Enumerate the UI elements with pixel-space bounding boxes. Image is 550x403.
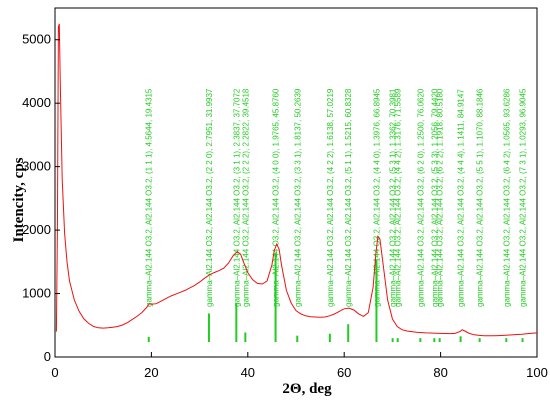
reference-peak-label: gamma–Al2.144 O3.2, Al2.144 O3.2, (3 1 1… [232, 88, 241, 307]
y-tick-label: 5000 [22, 32, 51, 47]
reference-peak-label: gamma–Al2.144 O3.2, Al2.144 O3.2, (5 5 1… [476, 88, 485, 307]
y-tick-label: 0 [44, 349, 51, 364]
reference-peak-label: gamma–Al2.144 O3.2, Al2.144 O3.2, (6 4 2… [502, 88, 511, 307]
y-tick-label: 1000 [22, 286, 51, 301]
x-axis-title: 2Θ, deg [282, 381, 332, 397]
reference-peak-label: gamma–Al2.144 O3.2, Al2.144 O3.2, (2 2 2… [241, 88, 250, 307]
y-tick-label: 3000 [22, 159, 51, 174]
diffraction-pattern-line [55, 23, 538, 337]
reference-peak-label: gamma–Al2.144 O3.2, Al2.144 O3.2, (4 2 2… [326, 88, 335, 307]
reference-peak-label: gamma–Al2.144 O3.2, Al2.144 O3.2, (3 3 1… [293, 88, 302, 307]
reference-peak-label: gamma–Al2.144 O3.2, Al2.144 O3.2, (2 2 0… [205, 88, 214, 307]
x-tick-label: 0 [51, 365, 58, 380]
reference-peaks: gamma–Al2.144 O3.2, Al2.144 O3.2, (1 1 1… [145, 88, 528, 342]
reference-peak-label: gamma–Al2.144 O3.2, Al2.144 O3.2, (4 4 4… [457, 89, 466, 307]
reference-peak-label: gamma–Al2.144 O3.2, Al2.144 O3.2, (6 2 0… [416, 88, 425, 307]
x-tick-label: 80 [433, 365, 447, 380]
x-tick-label: 20 [144, 365, 158, 380]
reference-peak-label: gamma–Al2.144 O3.2, Al2.144 O3.2, (5 3 1… [389, 88, 398, 307]
plot-border [54, 7, 538, 358]
reference-peak-label: gamma–Al2.144 O3.2, Al2.144 O3.2, (5 3 3… [430, 88, 439, 307]
series-layer [55, 23, 538, 337]
y-axis-title: Intencity, cps [11, 157, 27, 242]
plot-frame [54, 7, 538, 358]
y-tick-label: 4000 [22, 95, 51, 110]
reference-peak-label: gamma–Al2.144 O3.2, Al2.144 O3.2, (4 0 0… [272, 88, 281, 307]
reference-peak-label: gamma–Al2.144 O3.2, Al2.144 O3.2, (1 1 1… [145, 88, 154, 307]
reference-peak-label: gamma–Al2.144 O3.2, Al2.144 O3.2, (5 1 1… [344, 88, 353, 307]
x-tick-label: 40 [241, 365, 255, 380]
x-tick-label: 60 [337, 365, 351, 380]
reference-peak-label: gamma–Al2.144 O3.2, Al2.144 O3.2, (6 2 2… [436, 88, 445, 307]
reference-peak-label: gamma–Al2.144 O3.2, Al2.144 O3.2, (4 4 0… [372, 88, 381, 307]
reference-peak-label: gamma–Al2.144 O3.2, Al2.144 O3.2, (7 3 1… [519, 88, 528, 307]
reference-peak-label: gamma–Al2.144 O3.2, Al2.144 O3.2, (4 4 2… [394, 88, 403, 307]
y-tick-label: 2000 [22, 222, 51, 237]
x-tick-label: 100 [526, 365, 548, 380]
